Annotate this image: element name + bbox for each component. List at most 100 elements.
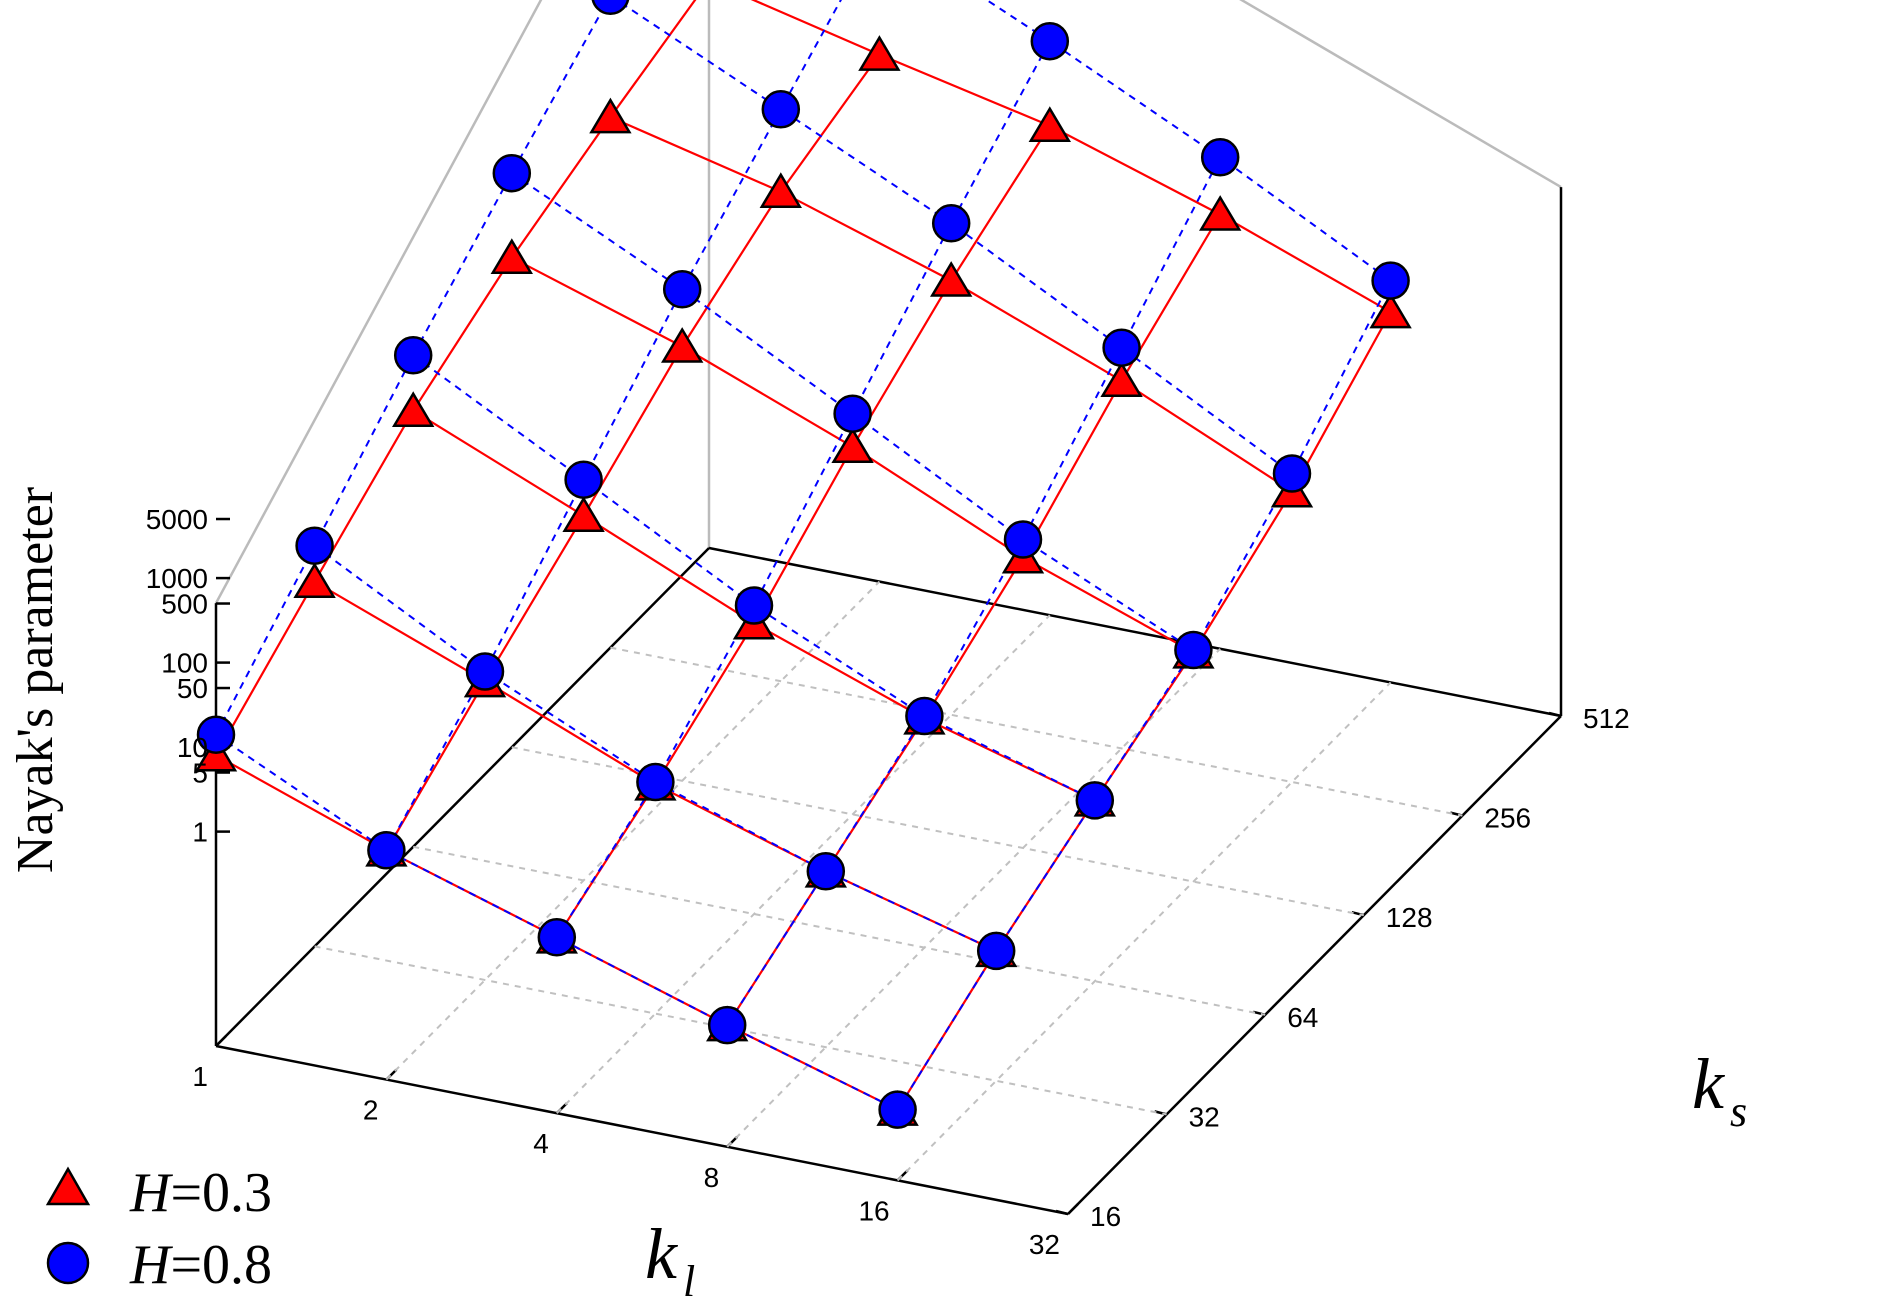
data-point-circle bbox=[591, 0, 630, 16]
y-tick-mark bbox=[1548, 711, 1562, 718]
data-point-circle bbox=[1075, 781, 1115, 820]
x-tick-label: 16 bbox=[858, 1195, 889, 1226]
data-point-circle bbox=[1003, 520, 1043, 559]
data-point-circle bbox=[1272, 454, 1312, 493]
legend-item-h03: H=0.3 bbox=[45, 1162, 272, 1224]
data-point-circle bbox=[465, 652, 505, 691]
data-point-triangle bbox=[1028, 106, 1071, 142]
data-point-circle bbox=[492, 153, 532, 193]
z-tick-label: 500 bbox=[161, 589, 208, 620]
data-point-triangle bbox=[490, 238, 533, 274]
z-tick-label: 1000 bbox=[146, 563, 208, 594]
y-axis-label: k s bbox=[1692, 1044, 1747, 1136]
series-line-ks bbox=[726, 156, 1222, 1026]
series-line-ks bbox=[726, 213, 1222, 1026]
data-point-circle bbox=[295, 526, 334, 565]
y-tick-label: 64 bbox=[1287, 1002, 1318, 1033]
series-line-ks bbox=[555, 40, 1051, 938]
z-tick-label: 5000 bbox=[146, 504, 208, 535]
data-point-circle bbox=[734, 586, 774, 625]
legend-item-h08: H=0.8 bbox=[46, 1234, 272, 1296]
x-tick-mark bbox=[215, 1035, 227, 1047]
data-point-triangle bbox=[930, 261, 973, 297]
data-point-circle bbox=[196, 715, 236, 754]
series-line-ks bbox=[385, 0, 842, 851]
x-axis-label: k l bbox=[645, 1214, 695, 1298]
data-point-triangle bbox=[858, 35, 901, 71]
data-point-circle bbox=[761, 90, 801, 129]
x-tick-label: 32 bbox=[1029, 1229, 1060, 1260]
y-axis-label-main: k bbox=[1692, 1044, 1726, 1124]
axis-edge bbox=[708, 546, 1562, 718]
x-tick-label: 1 bbox=[192, 1061, 208, 1092]
data-point-circle bbox=[1371, 261, 1410, 300]
z-axis-label: Nayak's parameter bbox=[7, 487, 64, 873]
x-tick-label: 2 bbox=[363, 1095, 379, 1126]
circle-icon bbox=[46, 1241, 90, 1285]
triangle-icon bbox=[45, 1166, 91, 1206]
legend-label-h03: H=0.3 bbox=[129, 1162, 272, 1224]
series-line-ks bbox=[555, 125, 1051, 938]
data-point-triangle bbox=[392, 391, 435, 427]
data-point-triangle bbox=[661, 327, 704, 363]
data-point-circle bbox=[1102, 328, 1141, 367]
data-point-triangle bbox=[562, 496, 605, 532]
y-axis-label-sub: s bbox=[1730, 1087, 1747, 1136]
z-tick-label: 10 bbox=[177, 732, 208, 763]
data-point-circle bbox=[564, 460, 603, 499]
axis-edge bbox=[1067, 715, 1562, 1215]
data-point-circle bbox=[806, 852, 846, 891]
data-point-circle bbox=[636, 762, 675, 802]
grid-line-kl bbox=[556, 614, 1051, 1114]
y-tick-label: 512 bbox=[1583, 703, 1630, 734]
grid-line-kl bbox=[896, 681, 1392, 1182]
data-point-circle bbox=[537, 918, 577, 957]
grid-line-kl bbox=[385, 580, 881, 1081]
axes-frame bbox=[214, 0, 1563, 1216]
data-point-circle bbox=[707, 1005, 747, 1045]
x-axis-label-sub: l bbox=[683, 1257, 695, 1298]
axis-edge bbox=[215, 1044, 1069, 1216]
back-edge bbox=[1239, 0, 1562, 189]
x-tick-mark bbox=[1067, 1203, 1079, 1215]
data-point-triangle bbox=[1199, 195, 1242, 231]
data-point-circle bbox=[662, 270, 702, 309]
data-point-triangle bbox=[759, 172, 802, 208]
data-point-triangle bbox=[589, 97, 632, 134]
series-markers bbox=[194, 0, 1412, 1129]
series-line-ks bbox=[385, 53, 881, 851]
legend: H=0.3 H=0.8 bbox=[45, 1162, 272, 1296]
grid-line-ks bbox=[610, 646, 1463, 817]
data-point-circle bbox=[905, 696, 944, 736]
data-point-circle bbox=[931, 204, 971, 243]
data-point-circle bbox=[1200, 138, 1240, 177]
grid-line-kl bbox=[726, 648, 1221, 1148]
series-line-kl bbox=[215, 733, 899, 1111]
x-tick-label: 4 bbox=[533, 1128, 549, 1159]
series-line-kl bbox=[314, 544, 997, 952]
data-point-triangle bbox=[194, 735, 238, 772]
data-point-triangle bbox=[831, 427, 874, 464]
data-point-circle bbox=[878, 1090, 917, 1129]
data-point-triangle bbox=[1369, 292, 1412, 329]
z-tick-label: 50 bbox=[177, 673, 208, 704]
data-point-circle bbox=[393, 336, 433, 375]
z-tick-label: 1 bbox=[192, 817, 208, 848]
x-tick-label: 8 bbox=[704, 1162, 720, 1193]
z-tick-label: 5 bbox=[192, 758, 208, 789]
series-line-kl bbox=[412, 354, 1096, 802]
legend-label-h08: H=0.8 bbox=[129, 1234, 272, 1296]
data-point-circle bbox=[833, 394, 872, 433]
data-point-circle bbox=[367, 831, 406, 870]
series-line-ks bbox=[896, 280, 1392, 1111]
series-line-kl bbox=[609, 116, 1293, 493]
data-point-triangle bbox=[1100, 361, 1143, 398]
series-line-ks bbox=[215, 0, 697, 756]
y-tick-label: 128 bbox=[1386, 902, 1433, 933]
y-tick-label: 32 bbox=[1189, 1101, 1220, 1132]
data-point-circle bbox=[1030, 21, 1070, 61]
x-axis-label-main: k bbox=[645, 1214, 679, 1294]
data-point-triangle bbox=[293, 562, 336, 598]
